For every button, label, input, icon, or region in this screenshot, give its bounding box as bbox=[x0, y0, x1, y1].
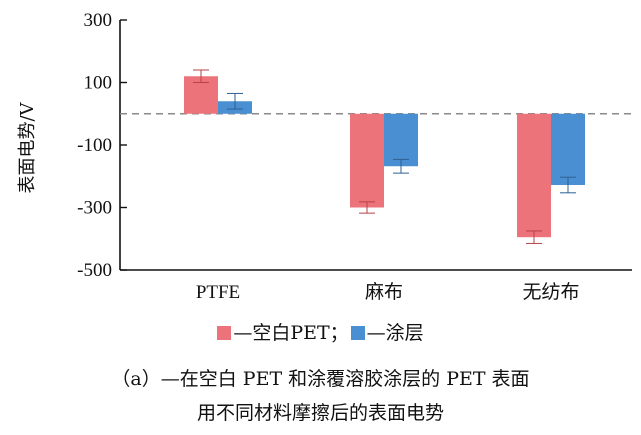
y-tick-label: -100 bbox=[77, 135, 112, 156]
bar-coating bbox=[384, 113, 418, 167]
x-category-label: 麻布 bbox=[365, 281, 403, 303]
y-tick-label: 300 bbox=[84, 10, 113, 31]
figure-caption-line-1: （a）—在空白 PET 和涂覆溶胶涂层的 PET 表面 bbox=[111, 368, 530, 390]
figure-caption-line-2: 用不同材料摩擦后的表面电势 bbox=[196, 402, 444, 424]
y-tick-label: -300 bbox=[77, 198, 112, 219]
x-category-label: 无纺布 bbox=[522, 281, 579, 303]
legend-swatch-blank-pet bbox=[217, 326, 232, 340]
legend: —空白PET； —涂层 bbox=[0, 318, 641, 345]
legend-label-blank-pet: —空白PET bbox=[233, 322, 330, 344]
y-tick-label: -500 bbox=[77, 260, 112, 281]
legend-swatch-coating bbox=[350, 326, 365, 340]
bar-coating bbox=[551, 113, 585, 185]
legend-separator: ； bbox=[329, 322, 349, 344]
x-category-label: PTFE bbox=[196, 282, 240, 303]
y-axis-label: 表面电势/V bbox=[17, 101, 38, 193]
legend-label-coating: —涂层 bbox=[366, 322, 424, 344]
bar-blank-pet bbox=[517, 113, 551, 238]
plot-area: 300 100 -100 -300 -500 PTFE 麻布 无纺布 bbox=[77, 10, 632, 303]
y-tick-label: 100 bbox=[84, 73, 113, 94]
surface-potential-bar-chart: 300 100 -100 -300 -500 PTFE 麻布 无纺布 表面电势/V bbox=[17, 10, 632, 303]
bar-blank-pet bbox=[350, 113, 384, 208]
